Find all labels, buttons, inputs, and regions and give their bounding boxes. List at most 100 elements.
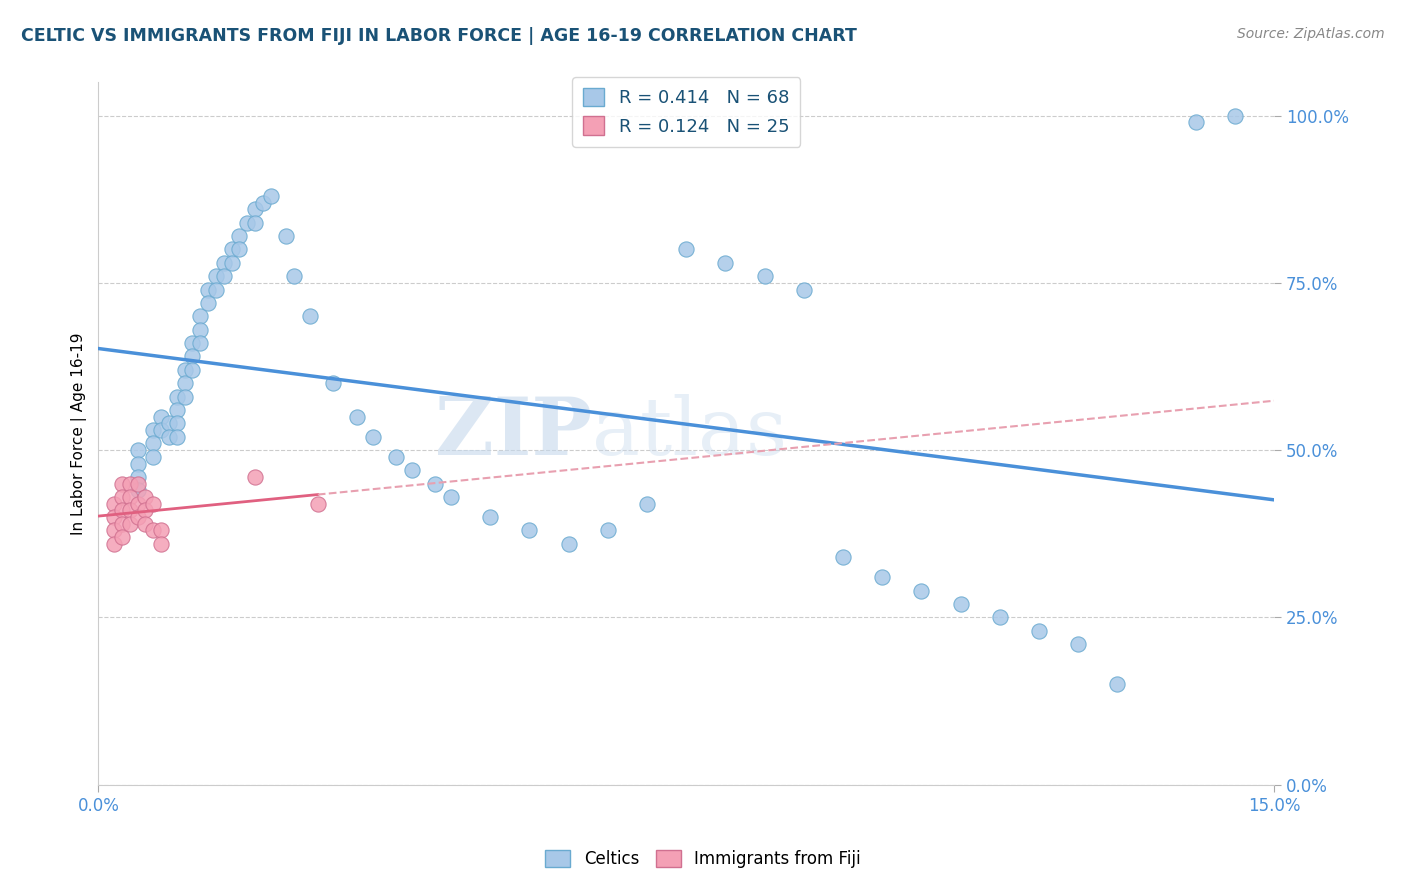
Point <box>988 610 1011 624</box>
Point <box>212 256 235 270</box>
Point <box>150 524 173 538</box>
Point <box>276 229 298 244</box>
Point <box>425 476 447 491</box>
Point <box>401 463 423 477</box>
Point <box>307 497 329 511</box>
Point <box>793 283 815 297</box>
Point <box>479 510 502 524</box>
Point <box>142 497 165 511</box>
Point <box>1223 109 1246 123</box>
Point <box>127 443 149 458</box>
Point <box>181 350 204 364</box>
Legend: R = 0.414   N = 68, R = 0.124   N = 25: R = 0.414 N = 68, R = 0.124 N = 25 <box>572 77 800 146</box>
Point <box>134 516 156 531</box>
Point <box>1184 115 1206 129</box>
Point <box>127 470 149 484</box>
Point <box>127 483 149 498</box>
Point <box>111 516 134 531</box>
Point <box>346 409 368 424</box>
Point <box>173 390 195 404</box>
Point <box>596 524 619 538</box>
Point <box>118 503 141 517</box>
Point <box>127 497 149 511</box>
Point <box>150 409 173 424</box>
Point <box>636 497 658 511</box>
Text: CELTIC VS IMMIGRANTS FROM FIJI IN LABOR FORCE | AGE 16-19 CORRELATION CHART: CELTIC VS IMMIGRANTS FROM FIJI IN LABOR … <box>21 27 858 45</box>
Point <box>221 243 243 257</box>
Point <box>1067 637 1090 651</box>
Point <box>188 336 211 351</box>
Text: ZIP: ZIP <box>434 394 592 473</box>
Point <box>127 510 149 524</box>
Y-axis label: In Labor Force | Age 16-19: In Labor Force | Age 16-19 <box>72 332 87 534</box>
Point <box>197 296 219 310</box>
Point <box>243 202 266 217</box>
Point <box>150 537 173 551</box>
Point <box>127 476 149 491</box>
Point <box>675 243 697 257</box>
Point <box>298 310 321 324</box>
Point <box>188 323 211 337</box>
Point <box>949 597 972 611</box>
Point <box>283 269 305 284</box>
Point <box>111 503 134 517</box>
Point <box>103 510 125 524</box>
Point <box>127 457 149 471</box>
Point <box>142 436 165 450</box>
Point <box>228 243 250 257</box>
Text: atlas: atlas <box>592 394 787 473</box>
Point <box>205 283 228 297</box>
Point <box>361 430 384 444</box>
Point <box>103 524 125 538</box>
Point <box>111 476 134 491</box>
Point <box>714 256 737 270</box>
Text: Source: ZipAtlas.com: Source: ZipAtlas.com <box>1237 27 1385 41</box>
Point <box>1107 677 1129 691</box>
Point <box>832 550 855 565</box>
Point <box>118 516 141 531</box>
Point <box>142 450 165 464</box>
Point <box>870 570 893 584</box>
Point <box>188 310 211 324</box>
Point <box>118 476 141 491</box>
Point <box>142 524 165 538</box>
Point <box>157 430 180 444</box>
Point <box>197 283 219 297</box>
Point <box>134 503 156 517</box>
Point <box>243 470 266 484</box>
Point <box>111 530 134 544</box>
Point <box>142 423 165 437</box>
Point <box>173 363 195 377</box>
Point <box>910 583 932 598</box>
Point <box>252 195 274 210</box>
Point <box>166 417 188 431</box>
Point <box>166 430 188 444</box>
Point <box>103 497 125 511</box>
Point <box>260 189 283 203</box>
Point <box>118 490 141 504</box>
Point <box>236 216 259 230</box>
Point <box>150 423 173 437</box>
Point <box>754 269 776 284</box>
Point <box>557 537 579 551</box>
Point <box>1028 624 1050 638</box>
Point <box>385 450 408 464</box>
Point <box>166 403 188 417</box>
Point <box>181 363 204 377</box>
Legend: Celtics, Immigrants from Fiji: Celtics, Immigrants from Fiji <box>538 843 868 875</box>
Point <box>322 376 344 391</box>
Point <box>228 229 250 244</box>
Point <box>205 269 228 284</box>
Point <box>173 376 195 391</box>
Point <box>103 537 125 551</box>
Point <box>166 390 188 404</box>
Point <box>440 490 463 504</box>
Point <box>243 216 266 230</box>
Point <box>111 490 134 504</box>
Point <box>181 336 204 351</box>
Point <box>134 490 156 504</box>
Point <box>519 524 541 538</box>
Point <box>157 417 180 431</box>
Point <box>212 269 235 284</box>
Point <box>221 256 243 270</box>
